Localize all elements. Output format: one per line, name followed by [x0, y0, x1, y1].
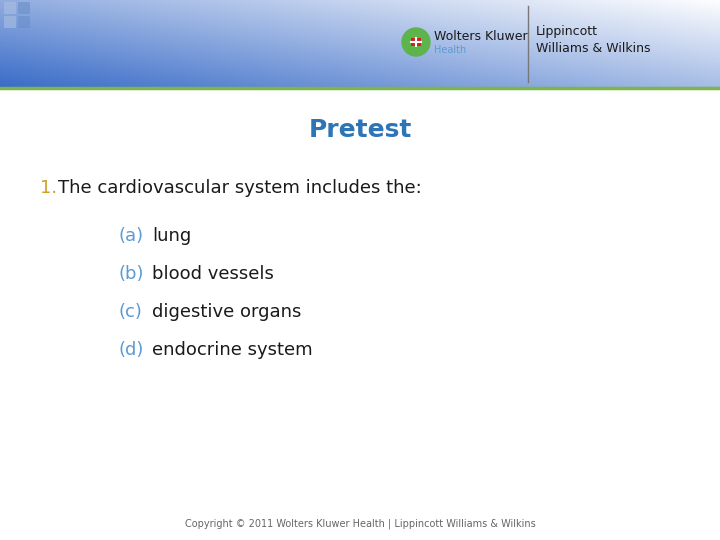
- Text: endocrine system: endocrine system: [152, 341, 312, 359]
- Text: (b): (b): [118, 265, 143, 283]
- Text: lung: lung: [152, 227, 192, 245]
- Bar: [18, 16, 30, 28]
- Circle shape: [402, 28, 430, 56]
- Bar: [4, 16, 16, 28]
- Text: Health: Health: [434, 45, 467, 55]
- Text: (d): (d): [118, 341, 143, 359]
- Bar: [4, 2, 16, 14]
- Text: blood vessels: blood vessels: [152, 265, 274, 283]
- Text: Lippincott
Williams & Wilkins: Lippincott Williams & Wilkins: [536, 25, 650, 55]
- Text: Wolters Kluwer: Wolters Kluwer: [434, 30, 528, 43]
- Text: digestive organs: digestive organs: [152, 303, 302, 321]
- Bar: [411, 38, 421, 46]
- Bar: [18, 2, 30, 14]
- Text: (c): (c): [118, 303, 142, 321]
- Text: (a): (a): [118, 227, 143, 245]
- Text: Copyright © 2011 Wolters Kluwer Health | Lippincott Williams & Wilkins: Copyright © 2011 Wolters Kluwer Health |…: [184, 519, 536, 529]
- Text: The cardiovascular system includes the:: The cardiovascular system includes the:: [58, 179, 422, 197]
- Text: 1.: 1.: [40, 179, 57, 197]
- Text: Pretest: Pretest: [308, 118, 412, 142]
